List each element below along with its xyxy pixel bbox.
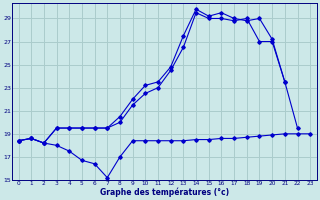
X-axis label: Graphe des températures (°c): Graphe des températures (°c) bbox=[100, 187, 229, 197]
